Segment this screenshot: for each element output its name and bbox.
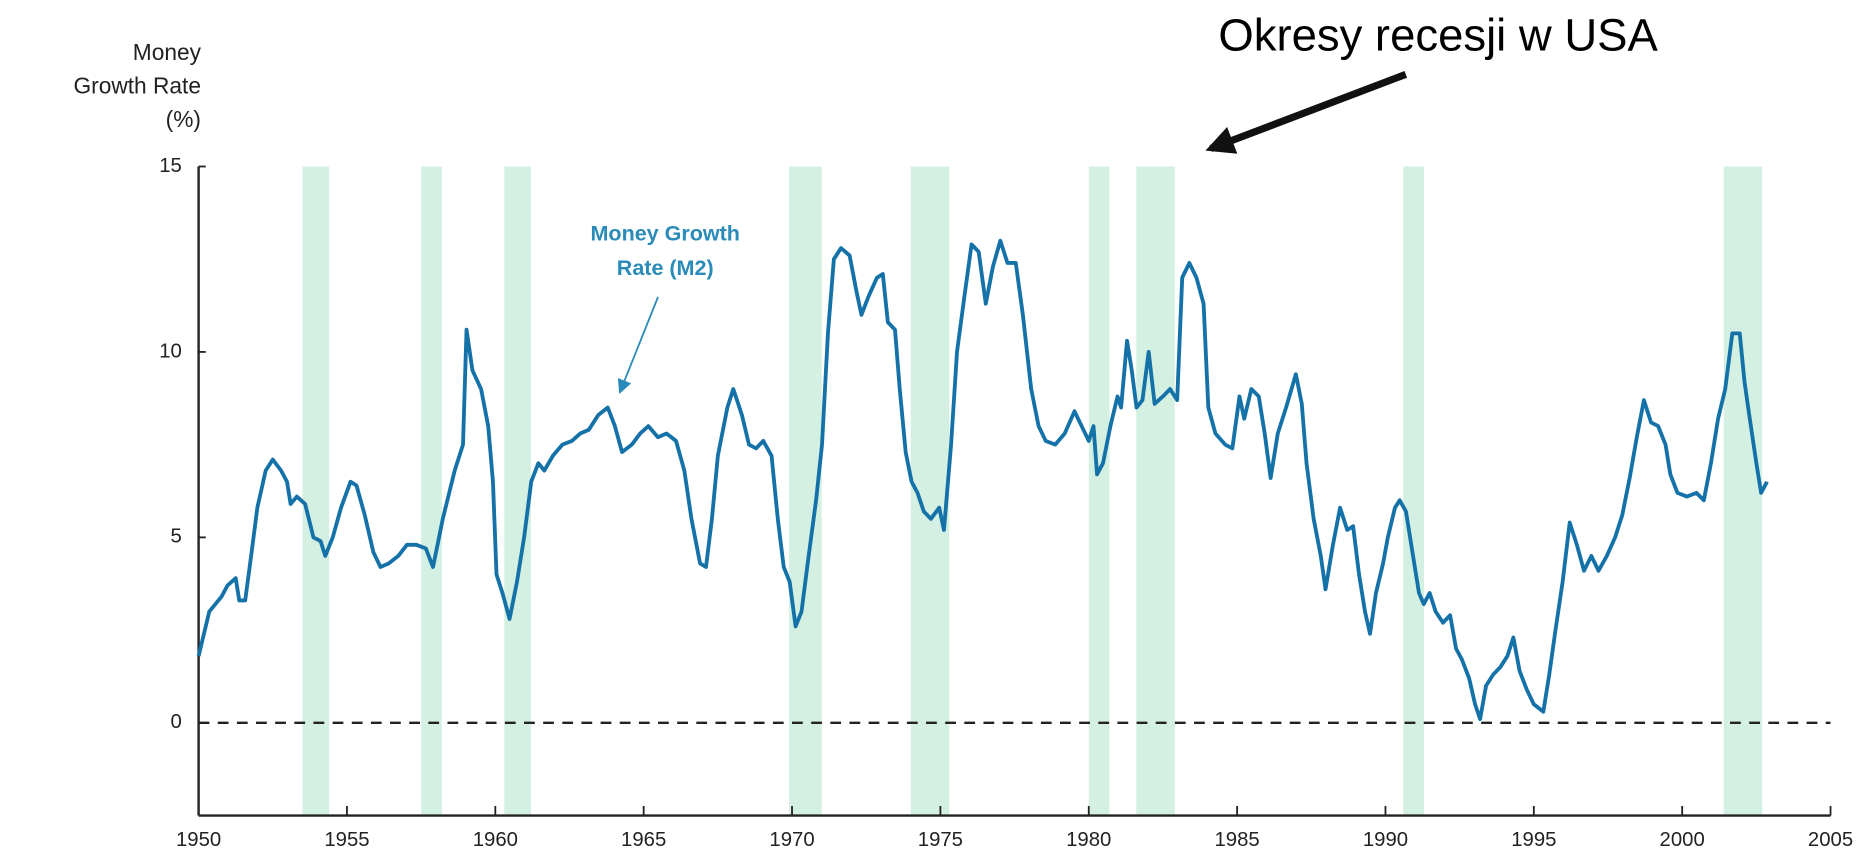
y-tick-label: 5 <box>171 526 182 548</box>
y-axis-label: Growth Rate <box>73 73 201 99</box>
annotation: Okresy recesji w USA <box>1218 9 1658 60</box>
annotation: Rate (M2) <box>617 256 714 280</box>
y-tick-label: 15 <box>159 155 182 177</box>
annotation: Money Growth <box>591 221 740 245</box>
recession-band <box>1723 166 1763 816</box>
y-tick-label: 0 <box>171 711 182 733</box>
recession-band <box>302 166 330 816</box>
x-tick-label: 2005 <box>1808 829 1853 851</box>
x-tick-label: 1975 <box>918 829 963 851</box>
recession-band <box>1136 166 1175 816</box>
y-axis-label: (%) <box>166 106 201 132</box>
recession-band <box>1403 166 1425 816</box>
x-tick-label: 2000 <box>1660 829 1705 851</box>
recession-band <box>504 166 531 816</box>
x-tick-label: 1995 <box>1511 829 1556 851</box>
x-tick-label: 1960 <box>473 829 518 851</box>
y-axis-label: Money <box>133 39 202 65</box>
line-series <box>196 238 1769 722</box>
annotation-arrow <box>617 296 659 394</box>
x-tick-label: 1950 <box>176 829 221 851</box>
recession-band <box>421 166 442 816</box>
x-tick-label: 1980 <box>1066 829 1111 851</box>
y-tick-label: 10 <box>159 340 182 362</box>
x-tick-label: 1965 <box>621 829 666 851</box>
annotation-arrow <box>1205 71 1408 154</box>
x-tick-label: 1970 <box>769 829 814 851</box>
x-tick-label: 1990 <box>1363 829 1408 851</box>
recession-band <box>1088 166 1110 816</box>
x-tick-label: 1955 <box>324 829 369 851</box>
x-tick-label: 1985 <box>1214 829 1259 851</box>
